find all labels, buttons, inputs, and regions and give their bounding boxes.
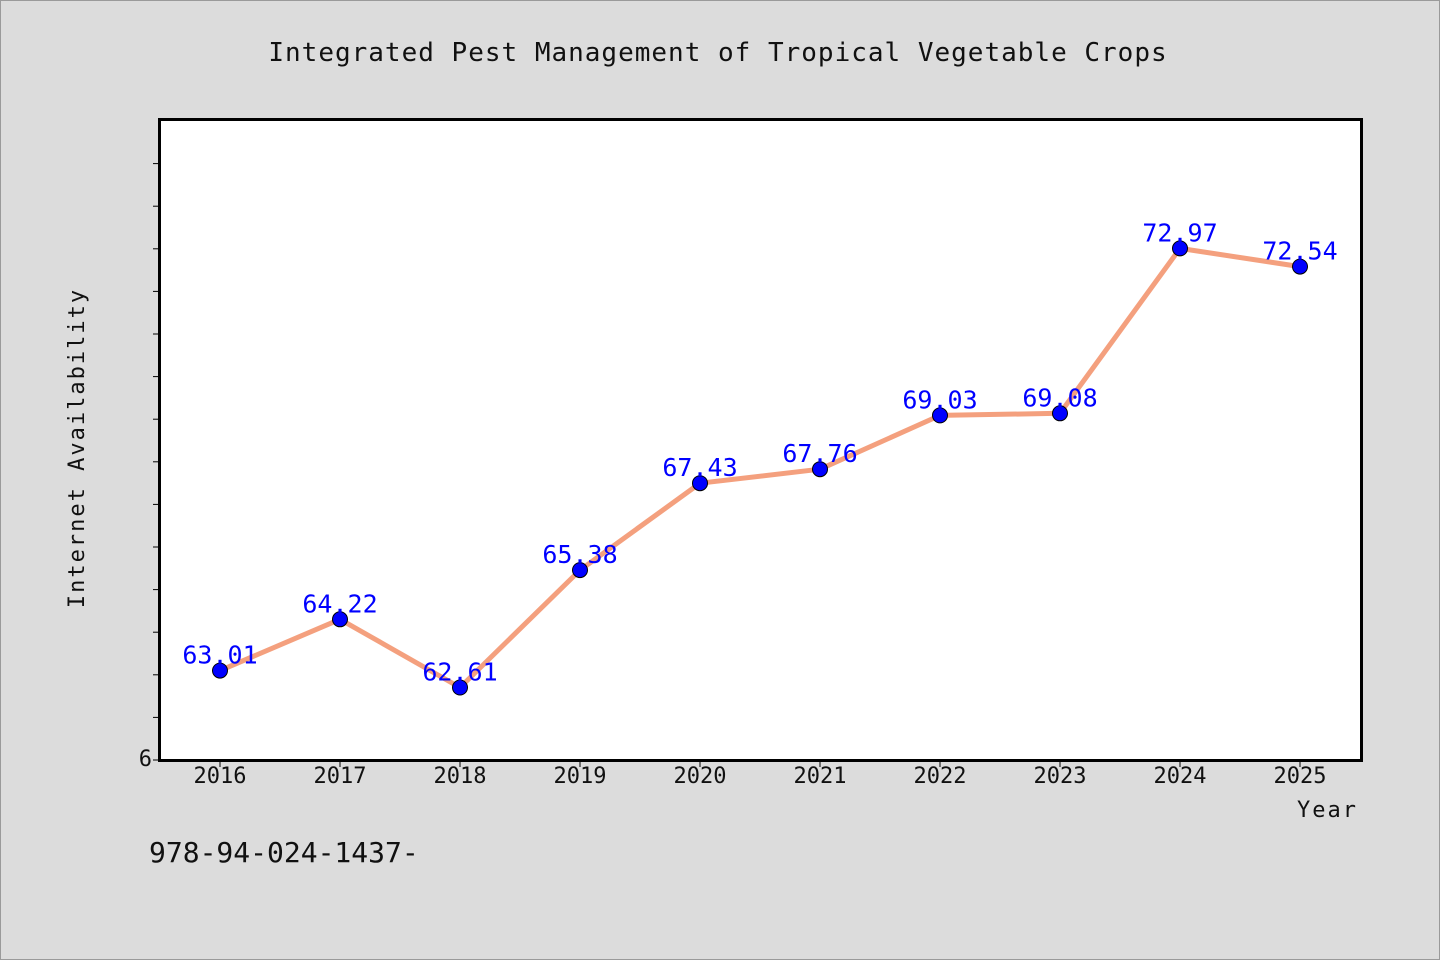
isbn-text: 978-94-024-1437- [149,836,419,869]
chart-title: Integrated Pest Management of Tropical V… [268,38,1167,68]
data-point-marker [1172,240,1188,257]
x-tick-label: 2023 [1034,764,1087,789]
data-point-marker [932,407,948,424]
data-label: 67.43 [662,453,737,482]
data-markers [212,240,1308,696]
data-label: 65.38 [542,540,617,569]
x-tick-label: 2021 [794,764,847,789]
data-label: 72.97 [1142,218,1217,247]
y-axis-ticks [153,163,160,761]
y-axis-label: Internet Availability [65,288,90,608]
plot-area [158,118,1363,762]
x-tick-label: 2017 [314,764,367,789]
x-tick-label: 2022 [914,764,967,789]
x-axis-label: Year [1297,798,1358,823]
x-axis-ticks: 2016 2017 2018 2019 2020 2021 2022 2023 2024 2025 [194,760,1327,789]
series-line [219,245,1301,690]
data-label: 72.54 [1262,237,1337,266]
data-labels: 63.01 64.22 62.61 65.38 67.43 67.76 69.03 69.08… [182,218,1337,686]
data-point-marker [212,662,228,679]
data-label: 62.61 [422,658,497,687]
data-label: 69.08 [1022,383,1097,412]
data-label: 67.76 [782,439,857,468]
x-tick-label: 2025 [1274,764,1327,789]
data-label: 69.03 [902,385,977,414]
data-label: 63.01 [182,641,257,670]
data-point-marker [1292,258,1308,275]
x-tick-label: 2016 [194,764,247,789]
x-tick-label: 2019 [554,764,607,789]
data-point-marker [812,461,828,478]
x-tick-label: 2018 [434,764,487,789]
data-point-marker [1052,405,1068,422]
data-point-marker [452,679,468,696]
data-point-marker [572,562,588,579]
x-tick-label: 2020 [674,764,727,789]
data-point-marker [332,611,348,628]
x-tick-label: 2024 [1154,764,1207,789]
data-label: 64.22 [302,589,377,618]
y-tick-label: 6 [139,747,152,772]
data-point-marker [692,475,708,492]
